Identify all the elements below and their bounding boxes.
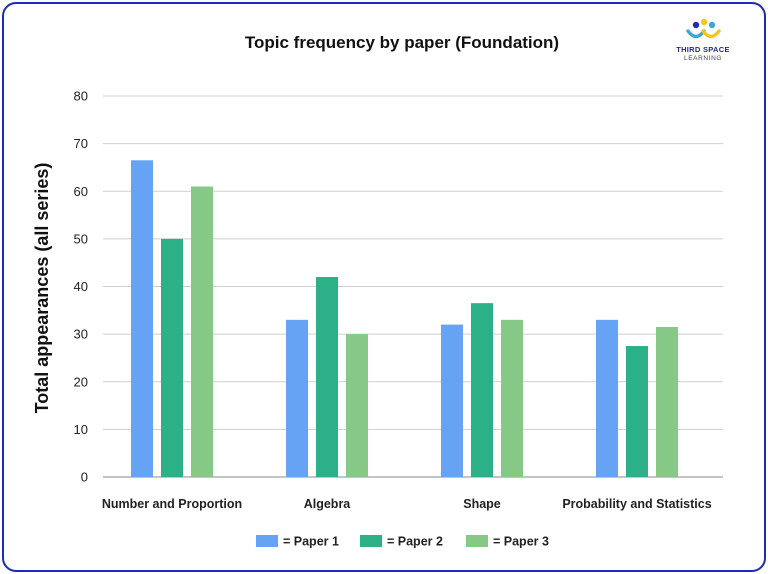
- x-category-label: Number and Proportion: [102, 497, 242, 511]
- legend: = Paper 1 = Paper 2 = Paper 3: [256, 535, 549, 549]
- y-tick-label: 60: [74, 184, 88, 199]
- y-tick-label: 10: [74, 422, 88, 437]
- bar: [626, 346, 648, 477]
- legend-swatch: [256, 535, 278, 547]
- bar: [501, 319, 523, 477]
- bars: [131, 160, 678, 478]
- x-category-label: Algebra: [304, 497, 352, 511]
- y-tick-label: 20: [74, 374, 88, 389]
- logo-dot-yellow: [700, 18, 708, 26]
- bar: [471, 303, 493, 477]
- logo-dot-light-blue: [708, 21, 716, 29]
- legend-label: = Paper 3: [493, 535, 549, 549]
- logo-arc-right: [701, 29, 721, 39]
- y-tick-label: 30: [74, 327, 88, 342]
- y-tick-label: 50: [74, 231, 88, 246]
- bar: [316, 276, 338, 477]
- x-category-label: Probability and Statistics: [562, 497, 711, 511]
- bar: [656, 326, 678, 477]
- logo-name-line2: LEARNING: [684, 55, 722, 62]
- bar: [596, 319, 618, 477]
- legend-label: = Paper 2: [387, 535, 443, 549]
- legend-label: = Paper 1: [283, 535, 339, 549]
- bar: [131, 160, 153, 477]
- x-axis-categories: Number and Proportion Algebra Shape Probabi…: [102, 497, 712, 511]
- bar: [286, 319, 308, 477]
- bar: [441, 324, 463, 477]
- bar: [161, 238, 183, 477]
- y-axis-label: Total appearances (all series): [32, 163, 52, 414]
- y-tick-label: 80: [74, 89, 88, 104]
- bar: [191, 186, 213, 478]
- x-category-label: Shape: [463, 497, 501, 511]
- legend-swatch: [466, 535, 488, 547]
- third-space-learning-logo: THIRD SPACE LEARNING: [676, 18, 730, 62]
- y-tick-label: 0: [81, 470, 88, 485]
- chart-title: Topic frequency by paper (Foundation): [245, 33, 559, 52]
- logo-name-line1: THIRD SPACE: [676, 45, 730, 54]
- legend-swatch: [360, 535, 382, 547]
- logo-dot-blue: [692, 21, 700, 29]
- bar: [346, 334, 368, 477]
- y-tick-label: 70: [74, 136, 88, 151]
- y-tick-label: 40: [74, 279, 88, 294]
- y-axis-ticks: 0 10 20 30 40 50 60 70 80: [74, 89, 88, 485]
